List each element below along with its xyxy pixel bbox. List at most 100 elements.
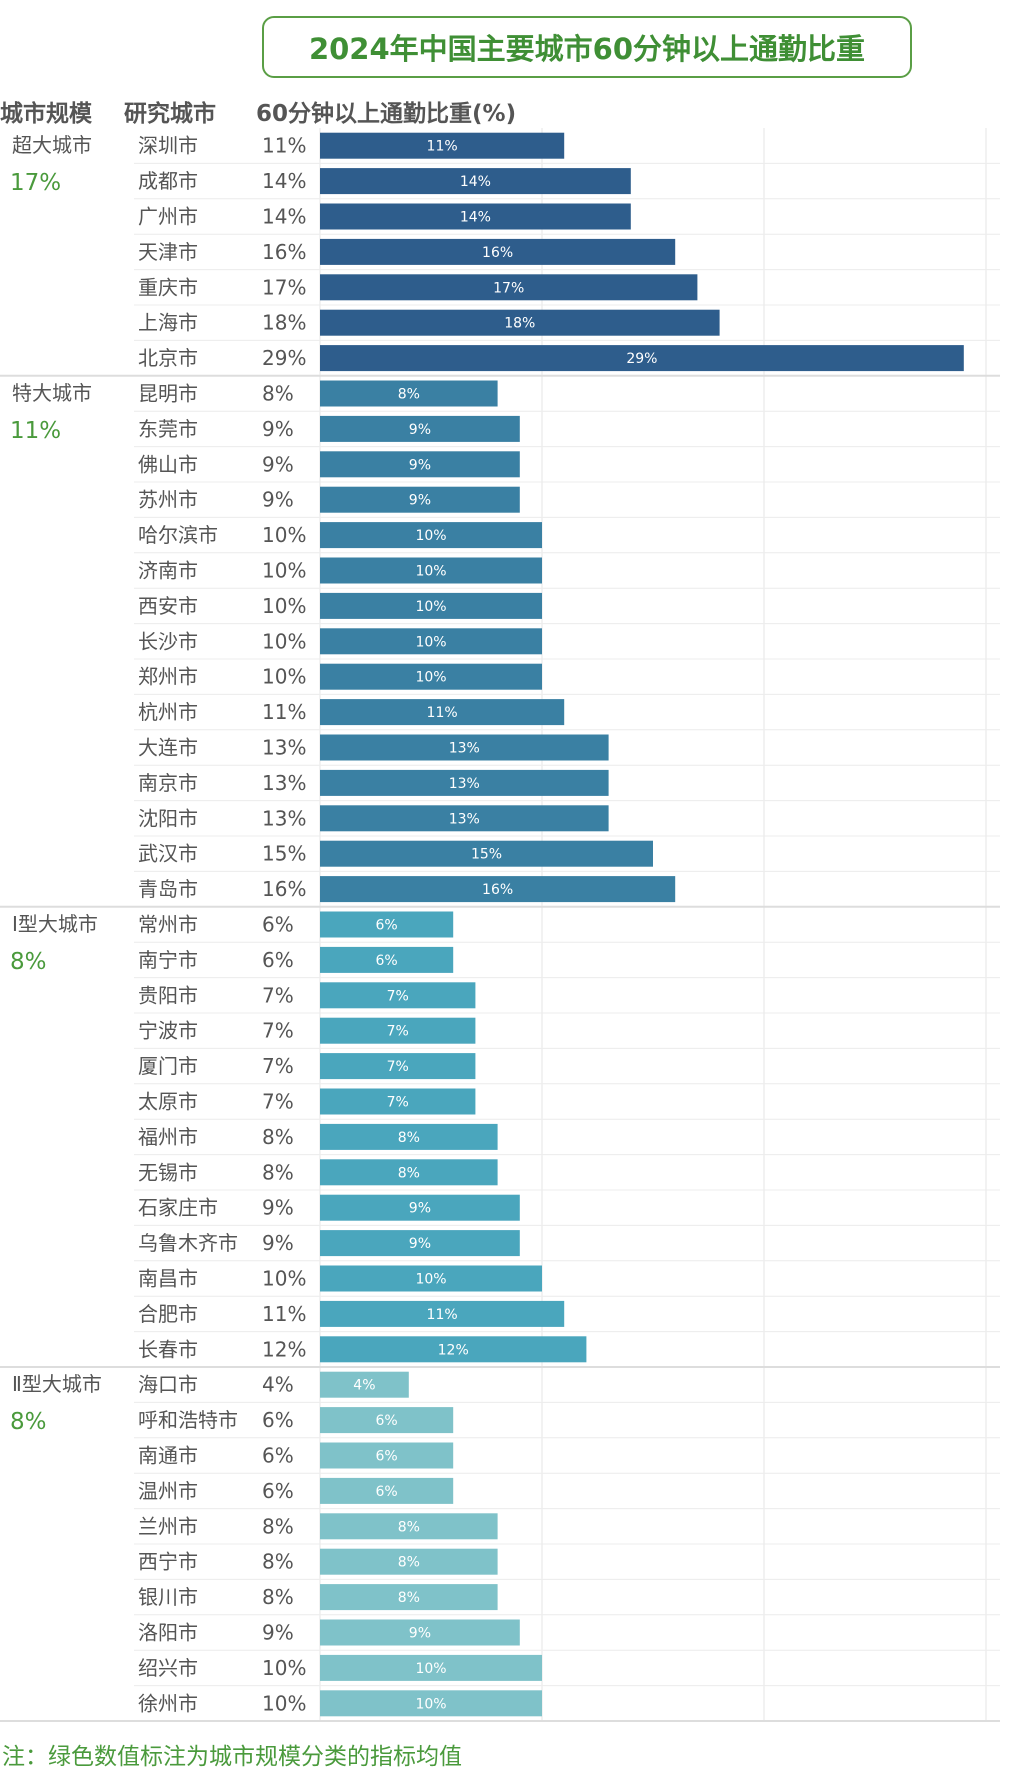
city-name: 长春市 xyxy=(138,1337,198,1361)
city-name: 哈尔滨市 xyxy=(138,523,218,547)
city-value: 10% xyxy=(262,629,306,653)
group-label: 超大城市 xyxy=(12,133,92,157)
city-value: 10% xyxy=(262,559,306,583)
city-name: 厦门市 xyxy=(138,1054,198,1078)
bar-data-label: 9% xyxy=(409,493,431,509)
city-value: 14% xyxy=(262,205,306,229)
bar xyxy=(320,1654,542,1681)
city-value: 8% xyxy=(262,1125,294,1149)
city-name: 合肥市 xyxy=(138,1302,198,1326)
city-name: 贵阳市 xyxy=(138,983,198,1007)
bar xyxy=(320,769,609,796)
city-value: 9% xyxy=(262,1196,294,1220)
bar-data-label: 10% xyxy=(415,1272,446,1288)
bar-data-label: 15% xyxy=(471,847,502,863)
city-value: 10% xyxy=(262,594,306,618)
city-value: 17% xyxy=(262,275,306,299)
city-value: 18% xyxy=(262,311,306,335)
city-value: 13% xyxy=(262,806,306,830)
bar xyxy=(320,1442,454,1469)
city-name: 宁波市 xyxy=(138,1019,198,1043)
city-value: 7% xyxy=(262,1054,294,1078)
city-name: 南宁市 xyxy=(138,948,198,972)
x-tick-label: 30% xyxy=(980,1727,1011,1730)
city-name: 南通市 xyxy=(138,1444,198,1468)
bar-data-label: 6% xyxy=(375,918,397,934)
bar-data-label: 17% xyxy=(493,280,524,296)
group-average-label: 8% xyxy=(10,1409,47,1435)
city-value: 4% xyxy=(262,1373,294,1397)
bar-data-label: 10% xyxy=(415,528,446,544)
city-name: 郑州市 xyxy=(138,665,198,689)
bar-data-label: 9% xyxy=(409,1236,431,1252)
city-value: 6% xyxy=(262,1444,294,1468)
bar-data-label: 14% xyxy=(460,210,491,226)
bar xyxy=(320,415,520,442)
city-name: 绍兴市 xyxy=(138,1656,198,1680)
city-name: 武汉市 xyxy=(138,842,198,866)
city-value: 6% xyxy=(262,948,294,972)
bar-data-label: 8% xyxy=(398,1590,420,1606)
city-name: 银川市 xyxy=(138,1585,198,1609)
bar-data-label: 4% xyxy=(353,1378,375,1394)
bar-data-label: 10% xyxy=(415,564,446,580)
bar xyxy=(320,1371,409,1398)
city-name: 呼和浩特市 xyxy=(138,1408,238,1432)
bar xyxy=(320,1088,476,1115)
city-value: 11% xyxy=(262,1302,306,1326)
bar-data-label: 8% xyxy=(398,1519,420,1535)
city-name: 西宁市 xyxy=(138,1550,198,1574)
bar xyxy=(320,345,964,372)
city-value: 6% xyxy=(262,1479,294,1503)
bar-data-label: 18% xyxy=(504,316,535,332)
group-label: Ⅱ型大城市 xyxy=(12,1372,102,1396)
bar-data-label: 14% xyxy=(460,174,491,190)
city-name: 乌鲁木齐市 xyxy=(138,1231,238,1255)
city-value: 9% xyxy=(262,1621,294,1645)
bar-data-label: 9% xyxy=(409,1626,431,1642)
city-value: 13% xyxy=(262,771,306,795)
bar-data-label: 8% xyxy=(398,1555,420,1571)
bar-data-label: 29% xyxy=(626,351,657,367)
city-value: 6% xyxy=(262,913,294,937)
bar-data-label: 6% xyxy=(375,1413,397,1429)
city-name: 太原市 xyxy=(138,1090,198,1114)
bar-data-label: 7% xyxy=(387,1095,409,1111)
city-name: 温州市 xyxy=(138,1479,198,1503)
city-value: 7% xyxy=(262,1019,294,1043)
bar-data-label: 7% xyxy=(387,1024,409,1040)
bar xyxy=(320,1513,498,1540)
bar-data-label: 9% xyxy=(409,1201,431,1217)
city-value: 10% xyxy=(262,665,306,689)
bar-data-label: 9% xyxy=(409,457,431,473)
city-name: 洛阳市 xyxy=(138,1621,198,1645)
bar-data-label: 11% xyxy=(427,705,458,721)
bar-data-label: 9% xyxy=(409,422,431,438)
bar xyxy=(320,1194,520,1221)
bar-data-label: 10% xyxy=(415,670,446,686)
city-name: 上海市 xyxy=(138,311,198,335)
bar xyxy=(320,274,698,301)
bar xyxy=(320,1159,498,1186)
city-name: 石家庄市 xyxy=(138,1196,218,1220)
city-value: 9% xyxy=(262,417,294,441)
bar-data-label: 8% xyxy=(398,1130,420,1146)
city-value: 8% xyxy=(262,382,294,406)
bar xyxy=(320,1053,476,1080)
bar xyxy=(320,699,565,726)
bar xyxy=(320,1619,520,1646)
bar-data-label: 10% xyxy=(415,1661,446,1677)
bar xyxy=(320,840,653,867)
city-value: 11% xyxy=(262,700,306,724)
group-label: Ⅰ型大城市 xyxy=(12,912,98,936)
city-value: 10% xyxy=(262,523,306,547)
bar-data-label: 10% xyxy=(415,634,446,650)
bar-data-label: 7% xyxy=(387,988,409,1004)
city-value: 12% xyxy=(262,1337,306,1361)
bar xyxy=(320,805,609,832)
bar-data-label: 6% xyxy=(375,953,397,969)
city-value: 15% xyxy=(262,842,306,866)
city-value: 9% xyxy=(262,452,294,476)
bar-data-label: 10% xyxy=(415,1696,446,1712)
bar-data-label: 8% xyxy=(398,387,420,403)
